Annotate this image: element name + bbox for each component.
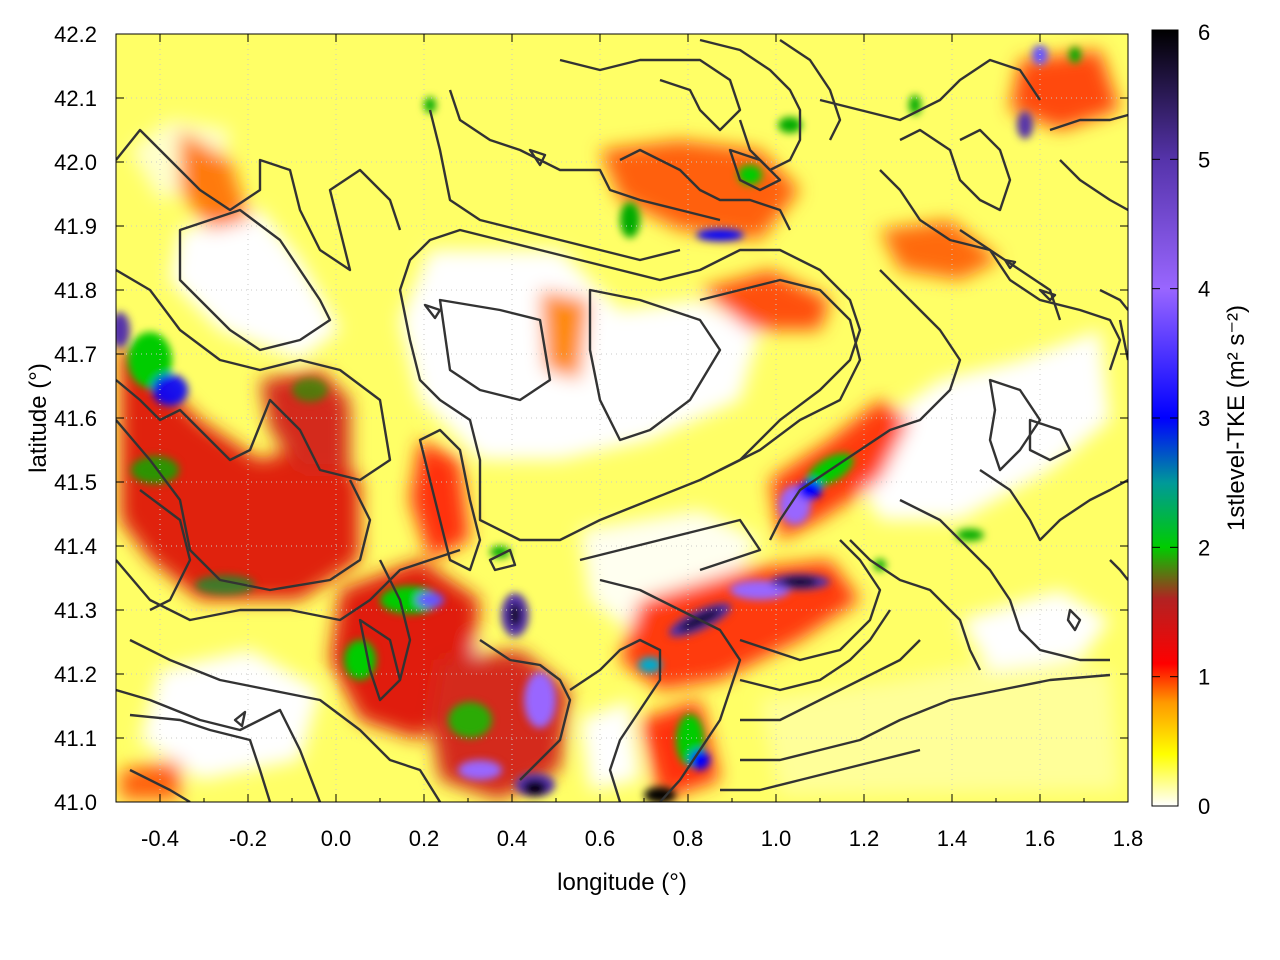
y-tick-label: 42.1	[54, 86, 97, 111]
x-axis-title: longitude (°)	[557, 869, 687, 896]
contour-line	[139, 489, 192, 612]
contour-line	[129, 638, 442, 802]
colorbar-tick-label: 3	[1198, 406, 1210, 431]
contour-line	[1059, 159, 1128, 212]
contour-line	[129, 713, 272, 802]
y-tick-label: 41.1	[54, 726, 97, 751]
x-tick-label: 1.0	[761, 826, 792, 851]
contour-line	[588, 288, 722, 442]
colorbar-tick-label: 0	[1198, 794, 1210, 819]
contour-line	[1003, 258, 1017, 270]
contour-line	[423, 303, 442, 320]
contour-line	[358, 618, 402, 702]
x-tick-labels: -0.4 -0.2 0.0 0.2 0.4 0.6 0.8 1.0 1.2 1.4 1.6 1.8	[141, 826, 1143, 851]
x-tick-label: 1.6	[1025, 826, 1056, 851]
contour-line	[699, 278, 862, 472]
contour-line	[116, 128, 402, 272]
contour-line	[479, 639, 572, 781]
colorbar-tick-label: 1	[1198, 665, 1210, 690]
y-tick-label: 41.5	[54, 470, 97, 495]
contour-line	[728, 148, 782, 192]
contour-line	[116, 419, 372, 592]
contour-line	[1049, 113, 1128, 132]
contour-line	[129, 768, 191, 802]
y-tick-label: 41.9	[54, 214, 97, 239]
contour-line	[438, 298, 552, 402]
colorbar-tick-label: 4	[1198, 277, 1210, 302]
y-tick-label: 41.2	[54, 662, 97, 687]
contour-line	[599, 578, 742, 802]
y-tick-label: 41.0	[54, 790, 97, 815]
contour-line	[768, 269, 962, 541]
contour-line	[428, 109, 681, 262]
contour-line	[579, 518, 762, 572]
contour-line	[988, 378, 1042, 472]
contour-line	[720, 748, 921, 792]
plot-area	[116, 34, 1128, 802]
contour-line	[899, 498, 1110, 662]
contour-line	[1109, 559, 1128, 581]
y-tick-label: 41.8	[54, 278, 97, 303]
contour-line	[1038, 288, 1057, 302]
contour-line	[1066, 608, 1082, 632]
contour-line	[849, 539, 982, 671]
contour-line	[178, 208, 332, 352]
colorbar-ticks	[1152, 29, 1178, 807]
x-tick-label: 0.4	[497, 826, 528, 851]
contour-line	[740, 673, 1111, 762]
contour-line	[879, 169, 1062, 321]
colorbar-tick-label: 5	[1198, 147, 1210, 172]
x-tick-label: 1.4	[937, 826, 968, 851]
contour-line	[233, 710, 247, 728]
x-tick-label: 1.8	[1113, 826, 1144, 851]
contour-line	[378, 559, 412, 681]
terrain-contours	[116, 38, 1128, 802]
y-tick-labels: 41.0 41.1 41.2 41.3 41.4 41.5 41.6 41.7 41.8 41.9…	[54, 22, 97, 815]
colorbar: 0 1 2 3 4 5 6 1stlevel-TKE (m² s⁻²)	[1151, 20, 1250, 819]
contour-line	[739, 539, 882, 662]
contour-line	[559, 58, 742, 132]
y-tick-label: 41.4	[54, 534, 97, 559]
contour-line	[899, 128, 1012, 212]
y-axis-title: latitude (°)	[25, 363, 52, 473]
contour-line	[116, 268, 392, 482]
x-tick-label: 1.2	[849, 826, 880, 851]
contour-line	[1028, 418, 1072, 462]
x-tick-label: 0.8	[673, 826, 704, 851]
x-tick-label: 0.0	[321, 826, 352, 851]
contour-line	[528, 148, 547, 167]
contour-line	[739, 609, 891, 692]
x-tick-label: -0.2	[229, 826, 267, 851]
contour-line	[740, 639, 921, 722]
contour-line	[1099, 288, 1128, 311]
y-tick-label: 41.3	[54, 598, 97, 623]
x-tick-label: -0.4	[141, 826, 179, 851]
colorbar-title: 1stlevel-TKE (m² s⁻²)	[1223, 305, 1250, 531]
contour-line	[116, 688, 322, 802]
colorbar-tick-label: 6	[1198, 20, 1210, 45]
colorbar-tick-labels: 0 1 2 3 4 5 6	[1198, 20, 1210, 819]
grid-lines	[116, 34, 1128, 802]
contour-line	[418, 428, 482, 572]
y-tick-label: 41.6	[54, 406, 97, 431]
contour-line	[619, 148, 792, 231]
axis-ticks	[115, 33, 1129, 803]
x-tick-label: 0.2	[409, 826, 440, 851]
y-tick-label: 42.2	[54, 22, 97, 47]
colorbar-tick-label: 2	[1198, 535, 1210, 560]
contour-line	[979, 469, 1128, 542]
contour-line	[116, 548, 461, 622]
contour-line	[819, 58, 1041, 122]
contour-line	[1118, 319, 1128, 361]
contour-line	[488, 548, 517, 572]
y-tick-label: 42.0	[54, 150, 97, 175]
contour-line	[779, 39, 842, 141]
contour-line	[569, 638, 662, 802]
contour-line	[448, 89, 721, 222]
contour-line	[959, 229, 1122, 371]
contour-line	[398, 228, 862, 542]
x-tick-label: 0.6	[585, 826, 616, 851]
y-tick-label: 41.7	[54, 342, 97, 367]
